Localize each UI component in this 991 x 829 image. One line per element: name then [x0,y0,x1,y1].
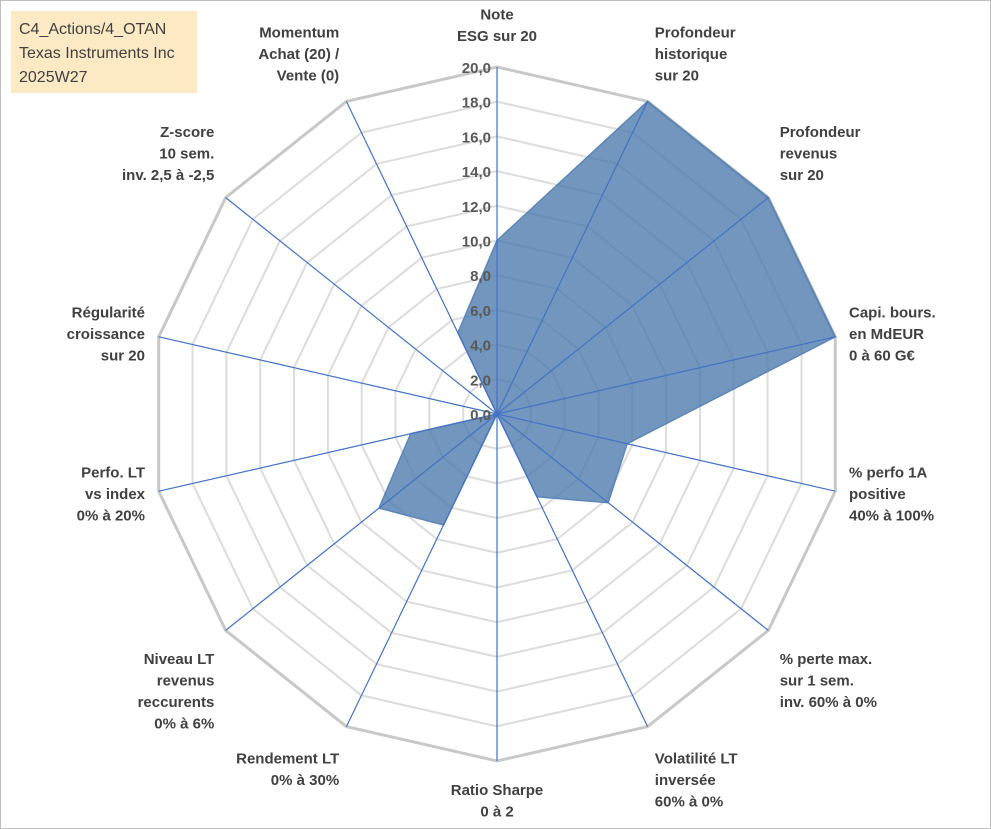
axis-spoke [345,413,498,727]
axis-layer [158,67,836,761]
r-tick-label: 16,0 [462,129,491,146]
r-tick-label: 8,0 [470,268,491,285]
axis-label-line: ESG sur 20 [457,28,537,45]
axis-label-line: Niveau LT [144,651,215,668]
r-tick-label: 6,0 [470,303,491,320]
axis-label-line: % perfo 1A [849,464,928,481]
axis-label-line: 0% à 20% [77,507,145,524]
axis-label-line: en MdEUR [849,326,924,343]
axis-label-line: 0 à 60 G€ [849,348,916,365]
axis-label: Ratio Sharpe 0 à 2 [451,782,544,821]
title-line-week: 2025W27 [19,69,88,86]
axis-label-line: Perfo. LT [81,464,145,481]
axis-spoke [496,413,769,631]
axis-label-line: Profondeur [780,124,861,141]
axis-label: Volatilité LT inversée 60% à 0% [655,750,738,810]
r-tick-label: 10,0 [462,234,491,251]
axis-label-line: Note [480,7,513,24]
axis-label: Niveau LT revenus reccurents 0% à 6% [138,651,215,733]
axis-label: Note ESG sur 20 [457,7,537,46]
axis-label-line: sur 1 sem. [780,672,854,689]
label-layer: Note ESG sur 20 Profondeur historique sur 20… [67,7,936,821]
axis-label-line: croissance [67,326,145,343]
axis-label-line: vs index [85,486,146,503]
axis-spoke [158,336,498,415]
axis-label-line: 0 à 2 [480,804,513,821]
r-tick-label: 2,0 [470,372,491,389]
axis-spoke [496,101,649,415]
axis-label-line: Volatilité LT [655,750,738,767]
axis-label: Perfo. LT vs index 0% à 20% [77,464,146,524]
axis-label-line: Achat (20) / [258,46,340,63]
axis-label: Régularité croissance sur 20 [67,305,145,365]
r-tick-label: 4,0 [470,338,491,355]
axis-spoke [225,413,498,631]
axis-label-line: Vente (0) [277,68,340,85]
axis-label: Capi. bours. en MdEUR 0 à 60 G€ [849,305,936,365]
axis-label-line: sur 20 [780,167,824,184]
axis-spoke [345,101,498,415]
r-tick-label: 12,0 [462,199,491,216]
r-tick-label: 14,0 [462,164,491,181]
axis-spoke [496,413,649,727]
axis-label-line: Z-score [160,124,214,141]
axis-label-line: inversée [655,772,716,789]
axis-label-line: Profondeur [655,25,736,42]
axis-label-line: inv. 2,5 à -2,5 [122,167,214,184]
axis-label: % perfo 1A positive 40% à 100% [849,464,934,524]
axis-label-line: 10 sem. [159,146,214,163]
axis-label-line: inv. 60% à 0% [780,694,877,711]
axis-label-line: % perte max. [780,651,873,668]
axis-label-line: 0% à 6% [154,715,214,732]
axis-label-line: Régularité [72,305,145,322]
axis-label-line: positive [849,486,906,503]
axis-label: Profondeur revenus sur 20 [780,124,861,184]
r-tick-label: 18,0 [462,95,491,112]
title-line-portfolio: C4_Actions/4_OTAN [19,21,167,38]
axis-spoke [496,336,836,415]
tick-layer: 0,0 2,0 4,0 6,0 8,0 10,0 12,0 14,0 16,0 18,0 20,0 [462,60,491,424]
axis-label-line: sur 20 [655,68,699,85]
axis-label-line: Momentum [259,25,339,42]
axis-spoke [496,413,836,492]
axis-label: % perte max. sur 1 sem. inv. 60% à 0% [780,651,877,711]
axis-label-line: Capi. bours. [849,305,936,322]
axis-label-line: 60% à 0% [655,793,723,810]
axis-label-line: revenus [780,146,838,163]
title-line-company: Texas Instruments Inc [19,45,175,62]
r-tick-label: 20,0 [462,60,491,77]
axis-label-line: Rendement LT [236,750,339,767]
axis-label-line: revenus [157,672,215,689]
axis-label: Profondeur historique sur 20 [655,25,736,85]
axis-label-line: reccurents [138,694,215,711]
axis-label: Rendement LT 0% à 30% [236,750,339,789]
r-tick-label: 0,0 [470,407,491,424]
axis-label: Momentum Achat (20) / Vente (0) [258,25,340,85]
axis-label-line: 0% à 30% [271,772,339,789]
axis-label-line: sur 20 [101,348,145,365]
chart-title-box: C4_Actions/4_OTAN Texas Instruments Inc … [11,11,197,93]
axis-label-line: Ratio Sharpe [451,782,544,799]
axis-label-line: 40% à 100% [849,507,934,524]
axis-spoke [225,197,498,415]
axis-spoke [496,197,769,415]
axis-spoke [158,413,498,492]
axis-label-line: historique [655,46,728,63]
axis-label: Z-score 10 sem. inv. 2,5 à -2,5 [122,124,214,184]
